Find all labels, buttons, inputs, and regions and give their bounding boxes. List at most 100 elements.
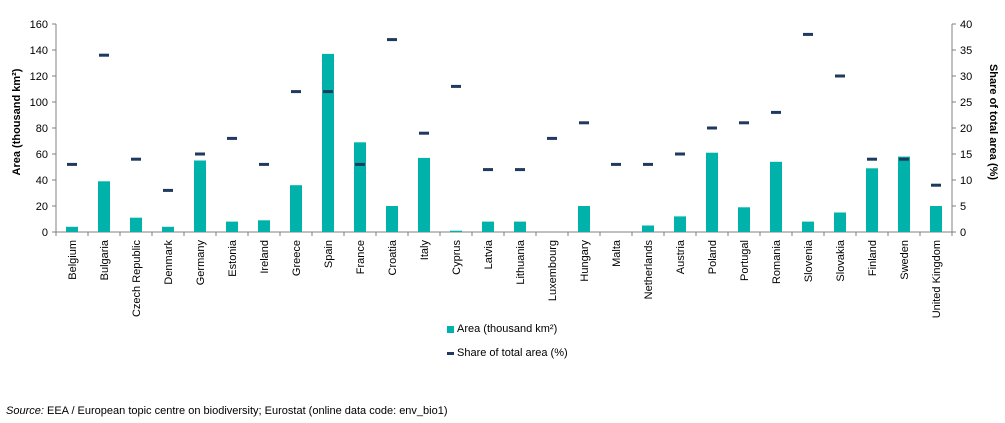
x-tick-label: Sweden: [899, 240, 911, 280]
y-tick-label-left: 80: [36, 123, 48, 135]
legend-item-share: Share of total area (%): [447, 347, 568, 359]
share-marker-united-kingdom: [931, 183, 941, 187]
y-tick-label-left: 120: [30, 71, 48, 83]
bar-latvia: [482, 221, 494, 232]
source-note: Source: EEA / European topic centre on b…: [6, 405, 448, 417]
share-marker-luxembourg: [547, 136, 557, 140]
x-tick-label: Romania: [771, 239, 783, 284]
bar-belgium: [66, 226, 78, 232]
share-marker-denmark: [163, 188, 173, 192]
source-text: EEA / European topic centre on biodivers…: [43, 405, 448, 417]
x-tick-label: Finland: [867, 240, 879, 276]
x-tick-label: Poland: [707, 240, 719, 274]
bar-italy: [418, 157, 430, 232]
legend-swatch-dash: [447, 351, 454, 355]
x-tick-label: Austria: [675, 239, 687, 274]
x-tick-label: Italy: [419, 240, 431, 261]
y-tick-label-left: 60: [36, 149, 48, 161]
markers: [67, 32, 941, 192]
y-axis-title-right: Share of total area (%): [987, 64, 999, 180]
bar-poland: [706, 152, 718, 232]
x-tick-label: Belgium: [67, 240, 79, 280]
share-marker-finland: [867, 157, 877, 161]
bar-lithuania: [514, 221, 526, 232]
x-tick-label: Netherlands: [643, 240, 655, 300]
bar-romania: [770, 161, 782, 232]
share-marker-germany: [195, 152, 205, 156]
share-marker-poland: [707, 126, 717, 130]
bar-sweden: [898, 156, 910, 232]
y-tick-label-left: 140: [30, 45, 48, 57]
y-tick-label-right: 10: [960, 175, 972, 187]
axes: [52, 23, 956, 236]
y-tick-label-left: 100: [30, 97, 48, 109]
share-marker-cyprus: [451, 84, 461, 88]
bar-portugal: [738, 207, 750, 232]
x-tick-label: Lithuania: [515, 239, 527, 285]
x-tick-label: Estonia: [227, 239, 239, 277]
bar-hungary: [578, 206, 590, 232]
y-tick-label-left: 160: [30, 19, 48, 31]
y-tick-label-right: 5: [960, 201, 966, 213]
x-tick-label: Malta: [611, 239, 623, 267]
labels: 0 20 40 60 80 100 120 140 160 0 5 10 15 20 25 30 35 40 Bel…: [30, 19, 973, 318]
share-marker-slovakia: [835, 74, 845, 78]
x-tick-label: France: [355, 240, 367, 274]
bar-denmark: [162, 226, 174, 232]
legend-label-share: Share of total area (%): [457, 347, 568, 359]
share-marker-croatia: [387, 38, 397, 42]
y-tick-label-left: 20: [36, 201, 48, 213]
y-tick-label-right: 20: [960, 123, 972, 135]
bar-croatia: [386, 206, 398, 232]
x-tick-label: Hungary: [579, 240, 591, 282]
share-marker-slovenia: [803, 32, 813, 36]
x-tick-label: Bulgaria: [99, 239, 111, 280]
bar-bulgaria: [98, 181, 110, 232]
y-tick-label-left: 0: [42, 227, 48, 239]
bars: [66, 53, 942, 233]
legend-label-area: Area (thousand km²): [457, 323, 558, 335]
legend-item-area: Area (thousand km²): [447, 323, 557, 335]
x-tick-label: Denmark: [163, 240, 175, 285]
bar-germany: [194, 160, 206, 232]
share-marker-netherlands: [643, 162, 653, 166]
bar-france: [354, 142, 366, 232]
bar-austria: [674, 216, 686, 232]
bar-cyprus: [450, 230, 462, 232]
bar-ireland: [258, 220, 270, 232]
share-marker-czech-republic: [131, 157, 141, 161]
x-tick-label: Cyprus: [451, 240, 463, 275]
x-tick-label: Latvia: [483, 239, 495, 269]
share-marker-france: [355, 162, 365, 166]
x-tick-label: Greece: [291, 240, 303, 276]
y-tick-label-right: 40: [960, 19, 972, 31]
bar-slovakia: [834, 212, 846, 232]
x-tick-label: Czech Republic: [131, 240, 143, 318]
y-axis-title-left: Area (thousand km²): [11, 68, 23, 175]
share-marker-bulgaria: [99, 53, 109, 57]
share-marker-austria: [675, 152, 685, 156]
share-marker-italy: [419, 131, 429, 135]
bar-finland: [866, 168, 878, 232]
bar-greece: [290, 185, 302, 232]
y-tick-label-right: 30: [960, 71, 972, 83]
share-marker-portugal: [739, 121, 749, 125]
x-tick-label: Croatia: [387, 239, 399, 275]
y-tick-label-left: 40: [36, 175, 48, 187]
x-tick-label: Ireland: [259, 240, 271, 274]
share-marker-romania: [771, 110, 781, 114]
share-marker-greece: [291, 90, 301, 94]
y-tick-label-right: 0: [960, 227, 966, 239]
share-marker-estonia: [227, 136, 237, 140]
share-marker-ireland: [259, 162, 269, 166]
share-marker-hungary: [579, 121, 589, 125]
bar-estonia: [226, 221, 238, 232]
bar-czech-republic: [130, 217, 142, 232]
x-tick-label: United Kingdom: [931, 240, 943, 318]
bar-netherlands: [642, 225, 654, 232]
share-marker-sweden: [899, 157, 909, 161]
x-tick-label: Slovakia: [835, 239, 847, 281]
x-tick-label: Spain: [323, 240, 335, 268]
bar-united-kingdom: [930, 206, 942, 232]
